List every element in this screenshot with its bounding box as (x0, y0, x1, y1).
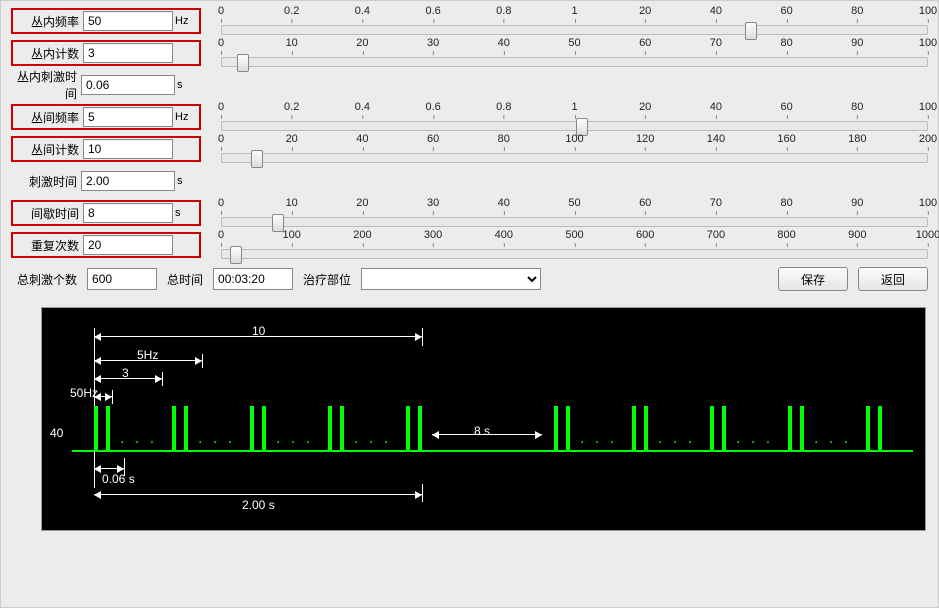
total-pulses-input[interactable] (87, 268, 157, 290)
input-inter_count[interactable] (83, 139, 173, 159)
total-time-input[interactable] (213, 268, 293, 290)
field-burst_count: 丛内计数 (11, 40, 201, 66)
unit-rest_time: s (173, 207, 195, 219)
slider-thumb-inter_count[interactable] (251, 150, 263, 168)
pulse (94, 406, 98, 450)
slider-burst_freq[interactable]: 00.20.40.60.8120406080100 (221, 7, 928, 35)
site-label: 治疗部位 (303, 271, 351, 288)
field-inter_count: 丛间计数 (11, 136, 201, 162)
pulse (566, 406, 570, 450)
pulse (184, 406, 188, 450)
site-select[interactable] (361, 268, 541, 290)
pulse (262, 406, 266, 450)
baseline (72, 450, 913, 452)
input-stim_time[interactable] (81, 171, 175, 191)
label-rest_time: 间歇时间 (17, 205, 83, 222)
total-time-label: 总时间 (167, 271, 203, 288)
field-burst_freq: 丛内频率 Hz (11, 8, 201, 34)
input-burst_count[interactable] (83, 43, 173, 63)
input-repeat[interactable] (83, 235, 173, 255)
total-pulses-label: 总刺激个数 (17, 271, 77, 288)
field-stim_time: 刺激时间 s (11, 168, 201, 194)
pulse (710, 406, 714, 450)
pulse (554, 406, 558, 450)
label-burst_count: 丛内计数 (17, 45, 83, 62)
field-repeat: 重复次数 (11, 232, 201, 258)
label-burst_freq: 丛内频率 (17, 13, 83, 30)
pulse-diagram: 40 10 5Hz 3 50Hz 0.06 s 2.00 s 8 s . . .… (41, 307, 926, 531)
unit-burst_freq: Hz (173, 15, 195, 27)
label-inter_freq: 丛间频率 (17, 109, 83, 126)
pulse (406, 406, 410, 450)
ruler-2s (94, 494, 422, 495)
pulse (644, 406, 648, 450)
slider-repeat[interactable]: 01002003004005006007008009001000 (221, 231, 928, 259)
ruler-006s (94, 468, 124, 469)
pulse (172, 406, 176, 450)
back-button[interactable]: 返回 (858, 267, 928, 291)
unit-burst_stim: s (175, 79, 197, 91)
pulse (250, 406, 254, 450)
pulse (722, 406, 726, 450)
input-inter_freq[interactable] (83, 107, 173, 127)
label-repeat: 重复次数 (17, 237, 83, 254)
field-rest_time: 间歇时间 s (11, 200, 201, 226)
pulse (106, 406, 110, 450)
slider-thumb-burst_count[interactable] (237, 54, 249, 72)
pulse (632, 406, 636, 450)
y-axis-label: 40 (50, 426, 63, 440)
pulse (878, 406, 882, 450)
slider-inter_freq[interactable]: 00.20.40.60.8120406080100 (221, 103, 928, 131)
slider-inter_count[interactable]: 020406080100120140160180200 (221, 135, 928, 163)
save-button[interactable]: 保存 (778, 267, 848, 291)
pulse (800, 406, 804, 450)
summary-row: 总刺激个数 总时间 治疗部位 保存返回 (11, 267, 928, 291)
field-inter_freq: 丛间频率 Hz (11, 104, 201, 130)
label-burst_stim: 丛内刺激时间 (15, 68, 81, 102)
label-stim_time: 刺激时间 (15, 173, 81, 190)
input-rest_time[interactable] (83, 203, 173, 223)
field-burst_stim: 丛内刺激时间s (11, 72, 201, 98)
slider-rest_time[interactable]: 0102030405060708090100 (221, 199, 928, 227)
slider-thumb-burst_freq[interactable] (745, 22, 757, 40)
pulse (866, 406, 870, 450)
pulse (340, 406, 344, 450)
label-inter_count: 丛间计数 (17, 141, 83, 158)
pulse (418, 406, 422, 450)
slider-burst_count[interactable]: 0102030405060708090100 (221, 39, 928, 67)
input-burst_stim[interactable] (81, 75, 175, 95)
unit-stim_time: s (175, 175, 197, 187)
pulse (328, 406, 332, 450)
unit-inter_freq: Hz (173, 111, 195, 123)
pulse (788, 406, 792, 450)
input-burst_freq[interactable] (83, 11, 173, 31)
slider-thumb-repeat[interactable] (230, 246, 242, 264)
